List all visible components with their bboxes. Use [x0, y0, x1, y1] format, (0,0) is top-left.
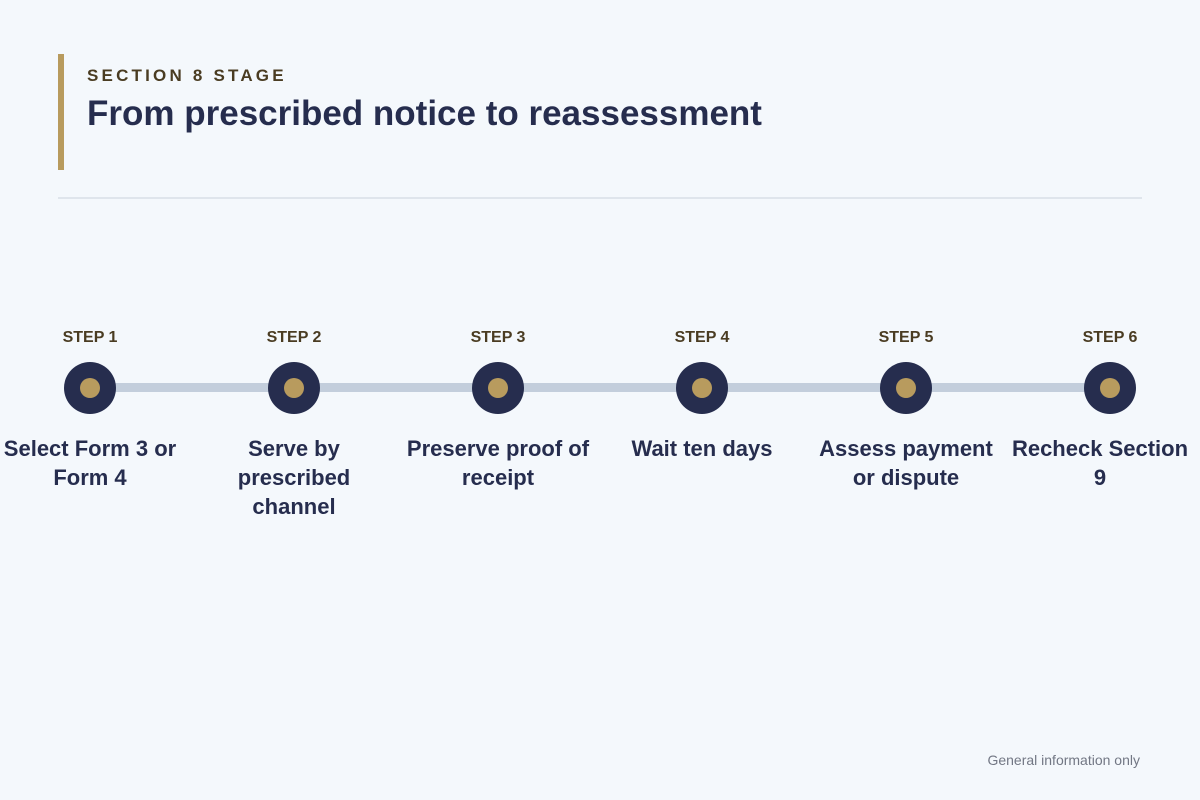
header-divider — [58, 197, 1142, 199]
header-accent-bar — [58, 54, 64, 170]
step-2-label: STEP 2 — [266, 329, 322, 346]
step-1-node — [64, 362, 116, 414]
step-2-node-dot — [284, 378, 304, 398]
step-2-description: Serve by prescribed channel — [237, 436, 351, 519]
step-6-node-dot — [1100, 378, 1120, 398]
step-3-node — [472, 362, 524, 414]
footer-disclaimer: General information only — [987, 752, 1140, 768]
step-6-node — [1084, 362, 1136, 414]
step-4-label: STEP 4 — [674, 329, 730, 346]
step-5-label: STEP 5 — [878, 329, 934, 346]
step-4-node-dot — [692, 378, 712, 398]
step-1-label: STEP 1 — [62, 329, 118, 346]
step-6-label: STEP 6 — [1082, 329, 1138, 346]
step-4-description: Wait ten days — [631, 436, 773, 461]
step-1-node-dot — [80, 378, 100, 398]
step-5-description: Assess payment or dispute — [819, 436, 993, 490]
step-1-description: Select Form 3 or Form 4 — [3, 436, 177, 490]
step-5-node-dot — [896, 378, 916, 398]
step-4-node — [676, 362, 728, 414]
page-title: From prescribed notice to reassessment — [87, 94, 762, 133]
section-eyebrow: SECTION 8 STAGE — [87, 66, 287, 85]
step-3-node-dot — [488, 378, 508, 398]
step-3-description: Preserve proof of receipt — [406, 436, 590, 490]
step-2-node — [268, 362, 320, 414]
step-3-label: STEP 3 — [470, 329, 526, 346]
step-5-node — [880, 362, 932, 414]
timeline-track — [90, 383, 1110, 392]
step-6-description: Recheck Section 9 — [1011, 436, 1189, 490]
